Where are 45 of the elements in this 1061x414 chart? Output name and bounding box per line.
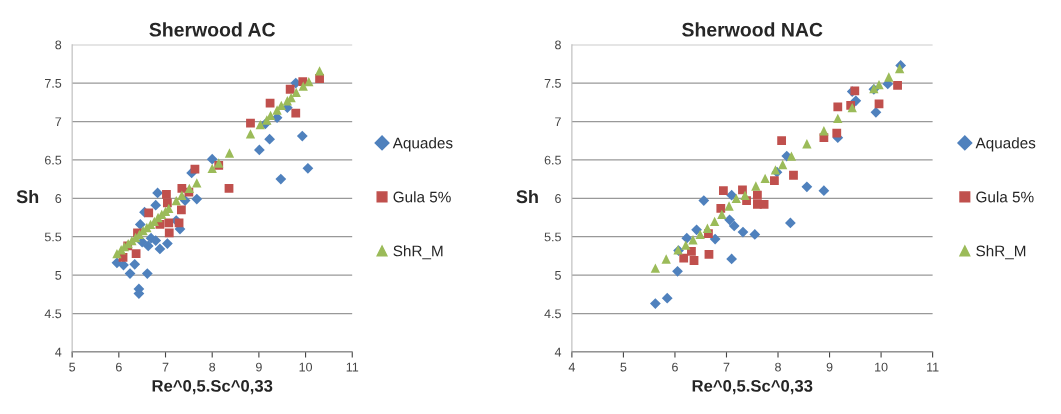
legend-label: Aquades [392, 137, 453, 152]
y-tick-label: 5 [55, 271, 62, 280]
x-tick-label: 9 [826, 362, 833, 372]
y-tick-label: 5.5 [544, 232, 561, 242]
x-tick-label: 10 [875, 362, 888, 372]
x-tick-label: 6 [115, 362, 122, 372]
y-tick-label: 5 [555, 271, 561, 280]
legend-label: ShR_M [976, 245, 1026, 260]
y-tick-label: 8 [55, 40, 62, 50]
y-tick-label: 4.5 [44, 309, 62, 319]
x-tick-label: 11 [927, 362, 939, 372]
y-tick-label: 8 [555, 40, 561, 50]
y-tick-label: 6.5 [544, 155, 561, 165]
legend-label: Aquades [975, 137, 1036, 152]
x-tick-label: 7 [723, 362, 730, 372]
y-axis-title: Sh [516, 189, 538, 204]
y-tick-label: 4 [554, 347, 562, 357]
y-tick-label: 4.5 [544, 309, 561, 319]
x-tick-label: 8 [209, 362, 216, 372]
x-tick-label: 6 [672, 362, 678, 372]
y-tick-label: 5.5 [44, 232, 62, 242]
chart-title: Sherwood NAC [682, 22, 823, 37]
x-tick-label: 5 [620, 362, 627, 372]
y-tick-label: 6 [555, 194, 561, 203]
y-tick-label: 6.5 [44, 155, 62, 165]
legend-label: Gula 5% [976, 191, 1034, 203]
x-axis-title: Re^0,5.Sc^0,33 [692, 379, 813, 395]
x-tick-label: 11 [346, 362, 359, 372]
x-tick-label: 10 [299, 362, 313, 372]
x-tick-label: 8 [775, 362, 781, 372]
y-tick-label: 7.5 [544, 79, 561, 88]
x-axis-title: Re^0,5.Sc^0,33 [152, 379, 273, 395]
y-tick-label: 7.5 [45, 79, 62, 88]
y-tick-label: 7 [555, 117, 561, 127]
y-axis-title: Sh [16, 189, 39, 204]
x-tick-label: 5 [69, 362, 76, 372]
y-tick-label: 4 [55, 347, 62, 357]
y-tick-label: 7 [55, 117, 62, 127]
chart-title: Sherwood AC [149, 22, 276, 37]
legend-label: Gula 5% [393, 191, 451, 203]
x-tick-label: 4 [568, 362, 575, 372]
y-tick-label: 6 [55, 194, 62, 203]
legend-label: ShR_M [393, 245, 443, 260]
x-tick-label: 7 [162, 362, 169, 372]
x-tick-label: 9 [255, 362, 262, 372]
